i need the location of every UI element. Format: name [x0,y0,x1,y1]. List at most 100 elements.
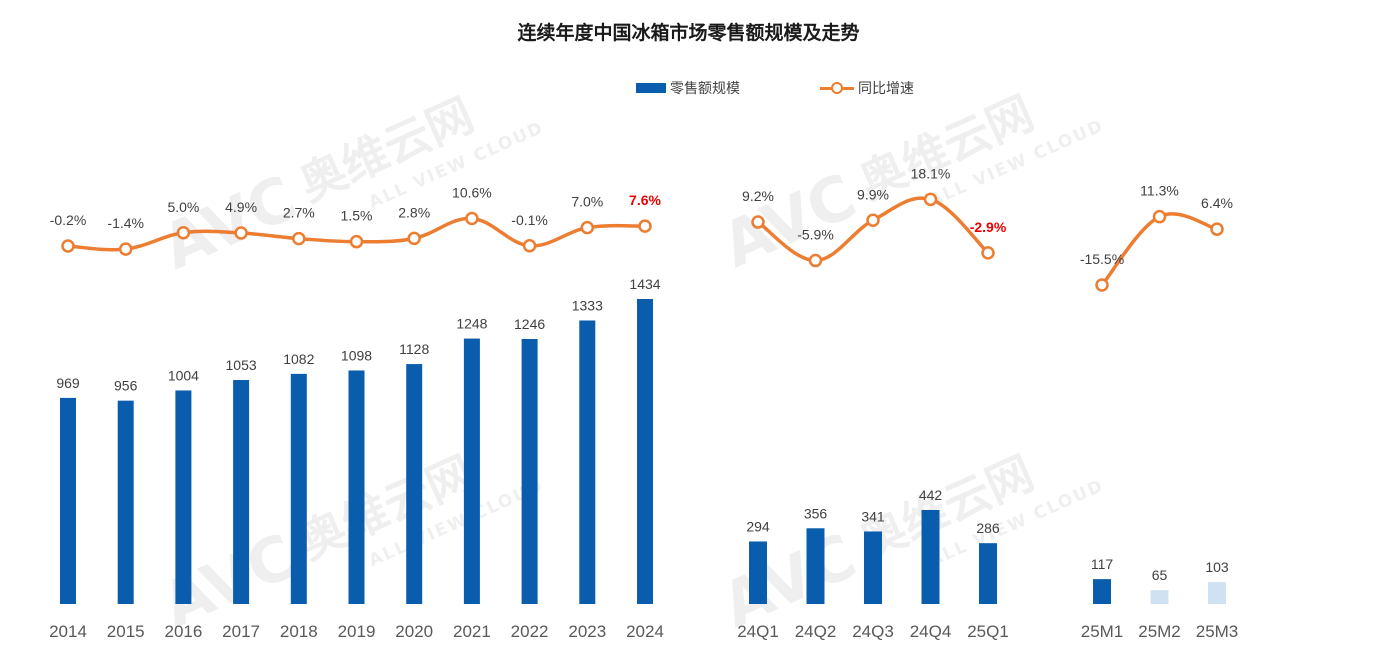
legend-line-swatch [820,81,854,95]
bar-value-label: 1434 [629,276,660,292]
bar [1093,579,1111,604]
category-tick-label: 24Q4 [910,622,952,641]
bar-value-label: 442 [919,487,943,503]
bar [175,390,192,604]
bar-value-label: 1246 [514,316,545,332]
bar-value-label: 1128 [399,341,429,357]
bar-value-label: 1053 [226,357,257,373]
bar-value-label: 341 [861,508,885,524]
bar-value-label: 969 [56,375,80,391]
bar [233,380,250,604]
growth-point [61,239,75,253]
growth-point [981,246,995,260]
category-tick-label: 2021 [453,622,491,641]
growth-value-label: 6.4% [1201,195,1233,211]
category-tick-label: 25M2 [1138,622,1181,641]
growth-line [1100,212,1218,287]
category-tick-label: 2024 [626,622,664,641]
category-tick-label: 2020 [395,622,433,641]
category-tick-label: 2014 [49,622,87,641]
bar-value-label: 1248 [456,316,487,332]
bar-value-label: 294 [746,518,770,534]
growth-point [1210,222,1224,236]
growth-value-label: -0.1% [511,212,548,228]
bar-value-label: 956 [114,378,138,394]
growth-value-label: 11.3% [1140,183,1179,199]
growth-point [808,253,823,268]
growth-value-label: 2.7% [283,205,315,221]
bar [1208,582,1226,604]
watermark-logo: AVC [711,519,866,642]
bar [749,541,767,604]
category-tick-label: 2015 [107,622,145,641]
growth-value-label: 2.8% [398,204,430,220]
category-tick-label: 2016 [164,622,202,641]
category-tick-label: 25Q1 [967,622,1009,641]
chart-title: 连续年度中国冰箱市场零售额规模及走势 [517,22,860,44]
growth-value-label: -1.4% [107,215,144,231]
growth-point [118,242,133,256]
bar [921,509,940,604]
bar-value-label: 117 [1091,556,1114,572]
bar-value-label: 1004 [168,367,199,383]
growth-point [751,215,765,229]
growth-point [522,239,537,253]
legend-item-line[interactable]: 同比增速 [820,78,914,98]
bar [1150,590,1169,604]
legend-bar-swatch [636,83,666,93]
bar [806,528,825,604]
growth-value-label: 4.9% [225,199,257,215]
legend-item-bar[interactable]: 零售额规模 [636,78,740,98]
bar-value-label: 65 [1152,567,1168,583]
growth-point [1152,209,1167,224]
growth-point [580,220,595,235]
bar [979,543,997,604]
bar-value-label: 286 [976,520,1000,536]
growth-point [292,231,306,246]
growth-value-label: 1.5% [341,208,373,224]
growth-value-label: 7.6% [629,192,661,208]
growth-point [176,226,191,240]
growth-value-label: -2.9% [970,219,1007,235]
growth-value-label: -15.5% [1080,251,1124,267]
bar [579,320,596,604]
category-tick-label: 2017 [222,622,260,641]
growth-point [1095,278,1109,292]
growth-point [638,219,652,233]
category-tick-label: 24Q1 [737,622,779,641]
growth-point [465,211,479,226]
legend-bar-label: 零售额规模 [670,81,740,97]
growth-value-label: 10.6% [452,184,492,200]
growth-value-label: 5.0% [167,199,199,215]
growth-point [407,231,421,246]
bar [463,338,480,604]
bar [864,531,882,604]
growth-value-label: 18.1% [911,165,951,181]
bar [60,397,76,604]
bar [637,299,653,604]
category-tick-label: 25M3 [1196,622,1239,641]
watermark-logo: AVC [711,159,866,282]
growth-value-label: 7.0% [571,194,603,210]
category-tick-label: 24Q3 [852,622,894,641]
bar [290,373,307,604]
bar [406,364,423,604]
bar [117,400,134,604]
growth-value-label: -5.9% [797,227,834,243]
growth-point [234,226,248,240]
category-tick-label: 2019 [338,622,376,641]
category-tick-label: 2022 [511,622,549,641]
category-tick-label: 2018 [280,622,318,641]
bar-value-label: 103 [1205,559,1229,575]
bar [348,370,365,604]
legend-line-label: 同比增速 [858,81,914,97]
bar-value-label: 1333 [572,297,603,313]
growth-point [349,234,364,249]
category-tick-label: 25M1 [1081,622,1124,641]
category-tick-label: 24Q2 [795,622,837,641]
growth-value-label: -0.2% [50,212,87,228]
bar [521,338,538,604]
